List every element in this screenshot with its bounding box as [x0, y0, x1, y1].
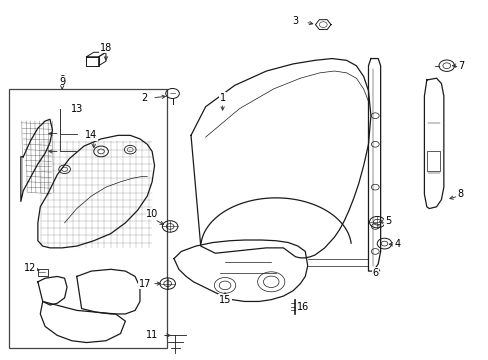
Text: 13: 13 — [70, 104, 82, 113]
Text: 6: 6 — [372, 268, 378, 278]
Text: 14: 14 — [85, 130, 97, 140]
Text: 8: 8 — [457, 189, 463, 199]
Text: 11: 11 — [146, 330, 158, 341]
Text: 5: 5 — [384, 216, 390, 226]
Text: 13: 13 — [70, 104, 82, 113]
Text: 17: 17 — [139, 279, 151, 289]
Text: 10: 10 — [146, 209, 158, 219]
Text: 9: 9 — [59, 75, 65, 85]
Text: 18: 18 — [100, 43, 112, 53]
Text: 3: 3 — [292, 16, 298, 26]
Text: 2: 2 — [142, 93, 148, 103]
Text: 16: 16 — [296, 302, 308, 312]
Text: 1: 1 — [219, 93, 225, 103]
Text: 9: 9 — [59, 77, 65, 87]
Text: 4: 4 — [394, 239, 400, 249]
Text: 15: 15 — [219, 295, 231, 305]
Bar — [426, 152, 440, 171]
Text: 7: 7 — [457, 61, 463, 71]
Text: 12: 12 — [24, 262, 37, 273]
Bar — [9, 89, 166, 348]
